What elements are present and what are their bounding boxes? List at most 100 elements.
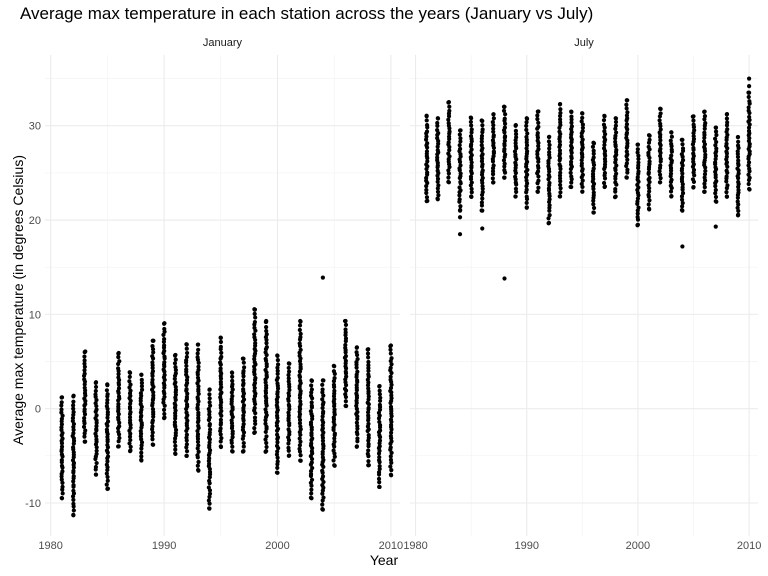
data-point: [513, 186, 519, 191]
data-point: [388, 385, 394, 391]
data-point: [613, 186, 618, 192]
data-point: [679, 166, 685, 171]
data-point: [503, 112, 508, 117]
x-tick-label: 1980: [403, 540, 427, 552]
data-point: [636, 153, 641, 158]
data-point: [150, 407, 156, 412]
year-points-1995: [579, 111, 586, 194]
data-point: [547, 197, 552, 202]
data-point: [624, 135, 629, 140]
data-point: [195, 463, 200, 468]
data-point: [173, 352, 178, 358]
data-point: [447, 129, 452, 134]
x-tick-label: 2010: [737, 540, 761, 552]
data-point: [491, 163, 496, 168]
data-point: [71, 513, 76, 518]
year-points-2005: [690, 114, 697, 190]
data-point: [309, 387, 314, 392]
data-point: [625, 110, 630, 115]
data-point: [138, 418, 143, 423]
data-point: [252, 415, 258, 420]
data-point: [71, 410, 76, 415]
data-point: [286, 369, 292, 374]
data-point: [469, 147, 474, 152]
data-point: [139, 413, 144, 418]
data-point: [104, 462, 109, 467]
data-point: [446, 151, 451, 156]
data-point: [297, 353, 302, 358]
data-point: [343, 403, 348, 408]
data-point: [447, 147, 452, 153]
data-point: [128, 425, 133, 431]
data-point: [286, 441, 291, 446]
data-point: [320, 417, 325, 423]
data-point: [458, 136, 463, 141]
data-point: [535, 155, 540, 160]
data-point: [679, 152, 684, 157]
data-point: [491, 129, 496, 134]
data-point: [480, 196, 485, 201]
data-point: [724, 174, 729, 179]
data-point: [724, 149, 729, 154]
data-point: [702, 175, 707, 180]
data-point: [263, 437, 268, 442]
data-point: [446, 180, 452, 185]
data-point: [116, 355, 121, 360]
data-point: [546, 220, 552, 225]
data-point: [591, 190, 596, 195]
data-point: [82, 361, 87, 366]
year-points-2007: [354, 345, 360, 449]
data-point: [286, 453, 291, 458]
data-point: [680, 142, 685, 147]
data-point: [253, 375, 258, 381]
data-point: [195, 439, 201, 444]
data-point: [435, 168, 440, 173]
data-point: [275, 371, 280, 376]
data-point: [746, 94, 751, 100]
data-point: [388, 351, 393, 356]
data-point: [196, 443, 201, 448]
data-point: [310, 436, 315, 441]
data-point: [104, 404, 109, 409]
data-point: [116, 375, 121, 380]
data-point: [491, 149, 496, 154]
data-point: [207, 501, 212, 506]
data-point: [59, 496, 65, 501]
year-points-1981: [59, 395, 65, 501]
data-point: [646, 170, 651, 175]
data-point: [569, 174, 574, 179]
data-point: [625, 167, 630, 172]
data-point: [535, 163, 541, 168]
data-point: [388, 377, 393, 382]
year-points-2010: [746, 90, 752, 192]
data-point: [241, 369, 246, 374]
data-point: [736, 179, 741, 185]
data-point: [446, 100, 452, 105]
data-point: [230, 435, 235, 440]
data-point: [195, 432, 201, 437]
data-point: [502, 116, 507, 121]
data-point: [343, 369, 348, 374]
data-point: [366, 448, 371, 453]
data-point: [104, 448, 110, 453]
data-point: [230, 370, 235, 375]
data-point: [480, 152, 485, 157]
data-point: [127, 415, 133, 420]
data-point: [82, 368, 87, 373]
data-point: [59, 444, 65, 449]
data-point: [150, 360, 155, 365]
data-point: [624, 161, 629, 166]
data-point: [173, 380, 178, 385]
data-point: [286, 372, 291, 378]
data-point: [275, 375, 280, 380]
year-points-2003: [308, 378, 315, 501]
data-point: [83, 402, 88, 407]
data-point: [127, 441, 132, 446]
data-point: [173, 427, 179, 433]
year-points-1987: [127, 370, 133, 454]
data-point: [161, 416, 167, 421]
data-point: [196, 360, 201, 365]
data-point: [490, 176, 495, 181]
data-point: [105, 454, 111, 459]
data-point: [558, 182, 563, 188]
